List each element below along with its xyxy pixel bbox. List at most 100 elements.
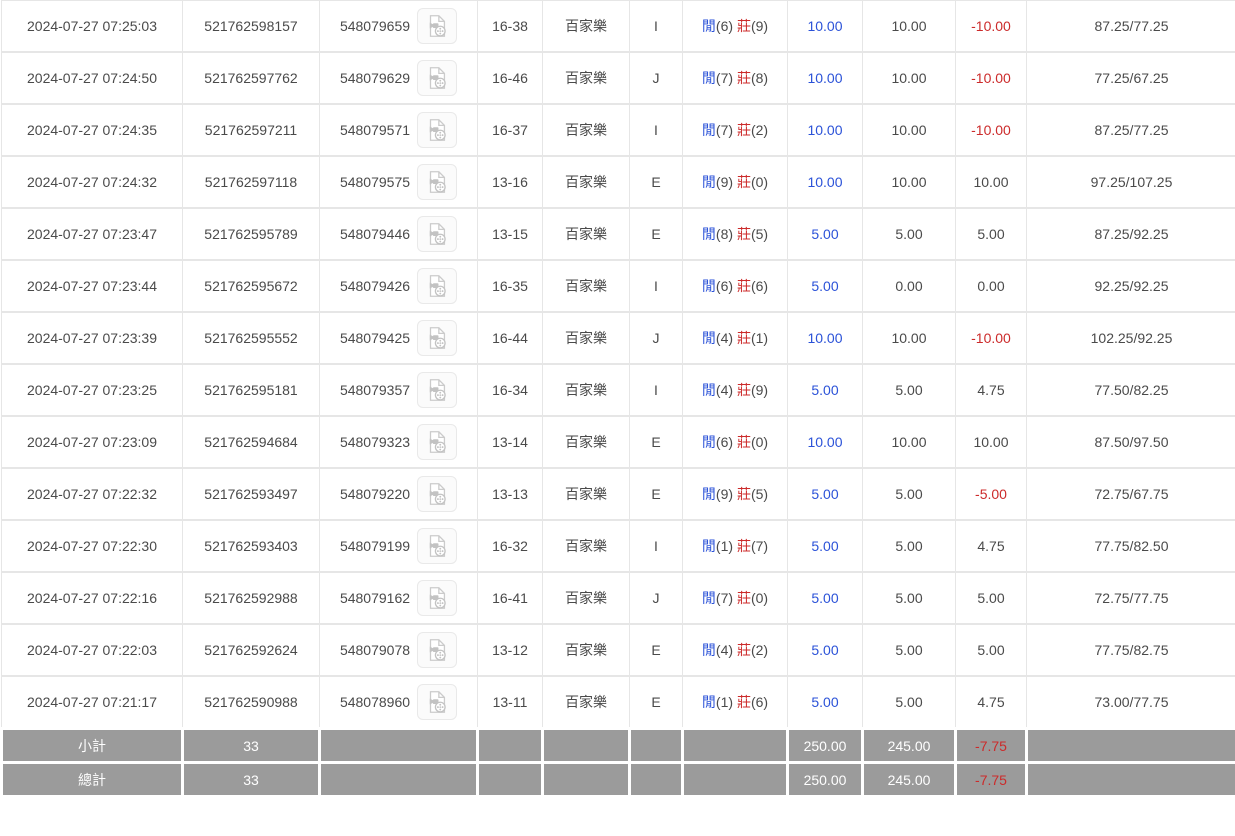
- win-loss-cell: 5.00: [955, 207, 1027, 261]
- table-group-cell: E: [629, 675, 683, 730]
- subtotal-row: 小計 33 250.00 245.00 -7.75: [0, 727, 1235, 764]
- table-number-cell: 16-32: [477, 519, 543, 573]
- round-id-cell: 548079575: [319, 155, 478, 209]
- video-replay-button[interactable]: [417, 684, 458, 720]
- bet-time-cell: 2024-07-27 07:22:03: [1, 623, 183, 677]
- video-replay-button[interactable]: [417, 320, 458, 356]
- banker-result-label: 莊: [736, 382, 751, 398]
- bet-time-cell: 2024-07-27 07:25:03: [1, 0, 183, 53]
- video-replay-button[interactable]: [417, 164, 458, 200]
- game-result-cell: 閒(9) 莊(0): [682, 155, 788, 209]
- grand-total-empty-cell: [681, 761, 789, 798]
- video-replay-icon: [429, 15, 446, 37]
- bet-id-cell: 521762593497: [182, 467, 320, 521]
- table-number-cell: 16-35: [477, 259, 543, 313]
- round-id-text: 548079162: [339, 590, 411, 606]
- balance-cell: 72.75/67.75: [1026, 467, 1235, 521]
- bet-id-cell: 521762598157: [182, 0, 320, 53]
- video-replay-icon: [429, 639, 446, 661]
- subtotal-win-loss: -7.75: [954, 727, 1028, 764]
- round-id-text: 548079629: [339, 70, 411, 86]
- bet-amount-cell: 10.00: [787, 415, 863, 469]
- banker-result-label: 莊: [736, 590, 751, 606]
- subtotal-bet-total: 250.00: [786, 727, 864, 764]
- game-name-cell: 百家樂: [542, 623, 630, 677]
- video-replay-icon: [429, 67, 446, 89]
- banker-result-score: (2): [750, 642, 769, 658]
- video-replay-button[interactable]: [417, 580, 458, 616]
- player-result-label: 閒: [701, 70, 716, 86]
- win-loss-cell: -10.00: [955, 51, 1027, 105]
- player-result-score: (7): [715, 122, 734, 138]
- balance-cell: 77.75/82.75: [1026, 623, 1235, 677]
- bet-amount-cell: 10.00: [787, 103, 863, 157]
- subtotal-empty-cell: [628, 727, 684, 764]
- table-group-cell: I: [629, 519, 683, 573]
- table-number-cell: 16-37: [477, 103, 543, 157]
- banker-result-label: 莊: [736, 226, 751, 242]
- bet-amount-cell: 5.00: [787, 363, 863, 417]
- round-id-text: 548079426: [339, 278, 411, 294]
- game-result-cell: 閒(1) 莊(6): [682, 675, 788, 730]
- table-group-cell: E: [629, 415, 683, 469]
- game-name-cell: 百家樂: [542, 311, 630, 365]
- table-group-cell: I: [629, 103, 683, 157]
- bet-time-cell: 2024-07-27 07:22:16: [1, 571, 183, 625]
- balance-cell: 87.25/77.25: [1026, 0, 1235, 53]
- bet-amount-cell: 5.00: [787, 675, 863, 730]
- video-replay-button[interactable]: [417, 60, 458, 96]
- round-id-text: 548079575: [339, 174, 411, 190]
- bet-id-cell: 521762592988: [182, 571, 320, 625]
- valid-amount-cell: 5.00: [862, 467, 956, 521]
- bet-amount-cell: 10.00: [787, 311, 863, 365]
- player-result-label: 閒: [701, 434, 716, 450]
- table-number-cell: 13-13: [477, 467, 543, 521]
- bet-id-cell: 521762594684: [182, 415, 320, 469]
- video-replay-button[interactable]: [417, 8, 458, 44]
- video-replay-button[interactable]: [417, 528, 458, 564]
- table-row: 2024-07-27 07:22:16 521762592988 5480791…: [1, 571, 1235, 625]
- table-number-cell: 13-11: [477, 675, 543, 730]
- game-name-cell: 百家樂: [542, 519, 630, 573]
- game-name-cell: 百家樂: [542, 155, 630, 209]
- video-replay-button[interactable]: [417, 632, 458, 668]
- table-row: 2024-07-27 07:25:03 521762598157 5480796…: [1, 0, 1235, 53]
- valid-amount-cell: 10.00: [862, 51, 956, 105]
- grand-total-empty-cell: [628, 761, 684, 798]
- valid-amount-cell: 10.00: [862, 415, 956, 469]
- bet-id-cell: 521762593403: [182, 519, 320, 573]
- win-loss-cell: 5.00: [955, 623, 1027, 677]
- video-replay-button[interactable]: [417, 476, 458, 512]
- grand-total-valid-total: 245.00: [861, 761, 957, 798]
- round-id-cell: 548079629: [319, 51, 478, 105]
- game-name-cell: 百家樂: [542, 259, 630, 313]
- bet-time-cell: 2024-07-27 07:23:39: [1, 311, 183, 365]
- bet-time-cell: 2024-07-27 07:23:47: [1, 207, 183, 261]
- valid-amount-cell: 5.00: [862, 675, 956, 730]
- video-replay-button[interactable]: [417, 424, 458, 460]
- table-row: 2024-07-27 07:24:50 521762597762 5480796…: [1, 51, 1235, 105]
- game-name-cell: 百家樂: [542, 103, 630, 157]
- grand-total-count: 33: [181, 761, 321, 798]
- round-id-cell: 548079199: [319, 519, 478, 573]
- balance-cell: 77.50/82.25: [1026, 363, 1235, 417]
- round-id-cell: 548079357: [319, 363, 478, 417]
- player-result-score: (1): [715, 694, 734, 710]
- player-result-label: 閒: [701, 174, 716, 190]
- video-replay-icon: [429, 327, 446, 349]
- video-replay-button[interactable]: [417, 372, 458, 408]
- video-replay-button[interactable]: [417, 112, 458, 148]
- win-loss-cell: -10.00: [955, 103, 1027, 157]
- game-name-cell: 百家樂: [542, 467, 630, 521]
- video-replay-button[interactable]: [417, 268, 458, 304]
- win-loss-cell: -5.00: [955, 467, 1027, 521]
- player-result-label: 閒: [701, 226, 716, 242]
- valid-amount-cell: 0.00: [862, 259, 956, 313]
- player-result-label: 閒: [701, 278, 716, 294]
- player-result-label: 閒: [701, 694, 716, 710]
- round-id-text: 548079199: [339, 538, 411, 554]
- video-replay-button[interactable]: [417, 216, 458, 252]
- player-result-label: 閒: [701, 538, 716, 554]
- banker-result-score: (5): [750, 486, 769, 502]
